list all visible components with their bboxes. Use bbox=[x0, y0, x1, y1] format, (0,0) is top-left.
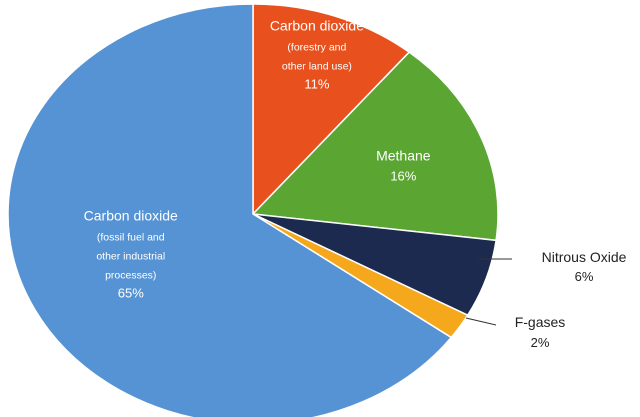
leader-line-3 bbox=[465, 317, 497, 326]
slice-value-label-2: 6% bbox=[575, 269, 594, 284]
slice-label-0: other land use) bbox=[282, 60, 352, 72]
slice-value-label-3: 2% bbox=[531, 335, 550, 350]
slice-label-1: Methane bbox=[376, 147, 431, 163]
pie-slice-4 bbox=[7, 3, 453, 417]
slice-label-4: processes) bbox=[105, 269, 156, 281]
pie-slice-0 bbox=[252, 3, 411, 216]
slice-label-3: F-gases bbox=[515, 314, 566, 330]
slice-value-label-1: 16% bbox=[390, 168, 416, 183]
slice-label-4: Carbon dioxide bbox=[84, 207, 178, 223]
pie-slice-1 bbox=[251, 51, 499, 242]
slice-value-label-0: 11% bbox=[304, 76, 329, 91]
slice-label-4: other industrial bbox=[96, 250, 165, 262]
slice-label-0: Carbon dioxide bbox=[270, 17, 364, 33]
slice-label-0: (forestry and bbox=[287, 41, 346, 53]
slice-value-label-4: 65% bbox=[118, 285, 144, 300]
slice-label-2: Nitrous Oxide bbox=[542, 249, 627, 265]
slice-label-4: (fossil fuel and bbox=[97, 231, 165, 243]
